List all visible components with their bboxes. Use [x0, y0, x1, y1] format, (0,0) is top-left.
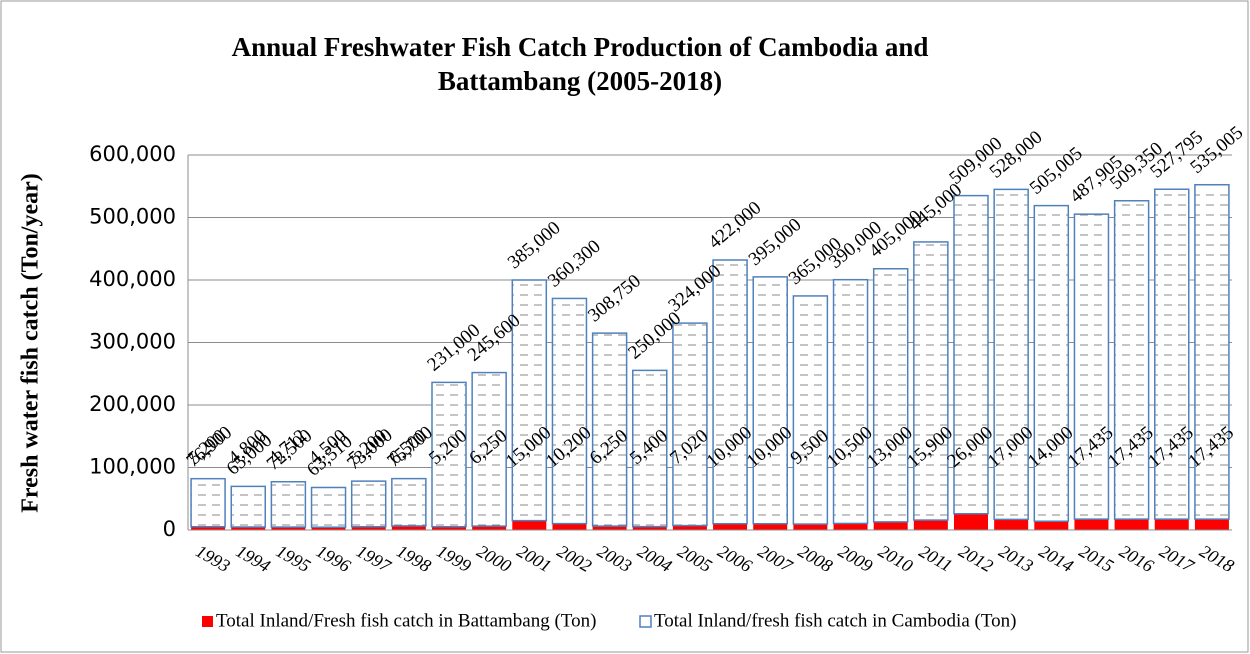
bar: [271, 527, 306, 530]
bar: [753, 523, 788, 530]
bar: [954, 513, 988, 530]
bar: [270, 480, 307, 528]
bar: [873, 521, 908, 530]
bar: [311, 527, 346, 530]
x-tick-label: 2004: [634, 541, 675, 576]
bar: [953, 194, 989, 515]
y-tick-label: 600,000: [89, 142, 176, 166]
bar: [512, 520, 547, 530]
bar: [190, 477, 226, 528]
bar: [793, 524, 828, 530]
bar: [1113, 200, 1150, 520]
bar: [1194, 519, 1229, 530]
bar: [752, 276, 788, 525]
x-tick-label: 1998: [393, 541, 434, 576]
x-tick-label: 2003: [594, 541, 635, 576]
bar: [230, 485, 266, 528]
x-tick-label: 1999: [433, 541, 474, 576]
bar: [632, 526, 667, 530]
y-tick-label: 0: [163, 517, 176, 541]
bar: [913, 241, 949, 521]
bar: [993, 188, 1029, 521]
bar: [310, 486, 347, 528]
bar: [350, 480, 387, 528]
x-tick-label: 2008: [795, 541, 836, 576]
x-tick-label: 2006: [714, 541, 755, 576]
bar: [1114, 519, 1149, 530]
bar: [1074, 519, 1109, 530]
bar: [792, 295, 829, 525]
legend-swatch: [639, 615, 652, 628]
x-tick-label: 1995: [273, 541, 314, 576]
bar: [552, 523, 587, 530]
bar: [1194, 183, 1230, 520]
bar: [1034, 521, 1069, 530]
chart-title: Annual Freshwater Fish Catch Production …: [231, 32, 929, 96]
bar: [713, 523, 748, 530]
y-tick-label: 300,000: [89, 330, 176, 354]
bar: [391, 525, 426, 530]
bar: [833, 523, 868, 530]
bar: [471, 371, 507, 527]
x-tick-label: 2009: [835, 541, 876, 576]
bar: [351, 526, 386, 530]
bar: [1154, 188, 1190, 520]
bar: [551, 297, 588, 525]
bar: [672, 525, 707, 530]
x-tick-label: 2001: [514, 541, 555, 576]
x-tick-label: 2016: [1116, 541, 1157, 576]
bar: [872, 268, 909, 523]
bar: [1033, 204, 1070, 522]
y-axis-label: Fresh water fish catch (Ton/year): [18, 173, 44, 513]
bar: [591, 332, 628, 527]
bar: [712, 259, 748, 525]
bar: [994, 519, 1029, 530]
x-tick-label: 1994: [233, 541, 274, 576]
x-tick-label: 2000: [474, 541, 515, 576]
x-tick-label: 2014: [1036, 541, 1077, 576]
bar: [1154, 519, 1189, 530]
legend-swatch: [202, 616, 213, 627]
x-tick-label: 2012: [955, 541, 996, 576]
y-tick-label: 200,000: [89, 392, 176, 416]
x-tick-label: 2011: [916, 541, 956, 576]
x-tick-label: 1993: [192, 541, 233, 576]
bar: [511, 279, 548, 522]
bar: [672, 322, 708, 527]
x-tick-label: 2015: [1076, 541, 1117, 576]
bar: [832, 278, 869, 525]
x-tick-label: 2018: [1196, 541, 1237, 576]
bar: [913, 520, 948, 530]
bar: [391, 477, 427, 527]
legend-label: Total Inland/Fresh fish catch in Battamb…: [216, 610, 596, 631]
x-tick-label: 2010: [875, 541, 916, 576]
bar: [472, 526, 507, 530]
x-tick-label: 1996: [313, 541, 354, 576]
data-label: 308,750: [584, 271, 645, 327]
y-tick-label: 500,000: [89, 205, 176, 229]
x-tick-label: 2002: [554, 541, 595, 576]
x-tick-label: 2013: [996, 541, 1037, 576]
bar: [231, 527, 266, 530]
bar: [431, 381, 467, 528]
bar: [632, 369, 668, 528]
x-tick-label: 1997: [353, 541, 395, 577]
y-tick-label: 400,000: [89, 267, 176, 291]
data-label: 360,300: [544, 236, 605, 292]
bar: [592, 526, 627, 530]
x-tick-label: 2007: [755, 541, 797, 577]
legend-label: Total Inland/fresh fish catch in Cambodi…: [654, 610, 1016, 631]
x-tick-label: 2005: [674, 541, 715, 576]
x-tick-label: 2017: [1156, 541, 1198, 577]
y-tick-label: 100,000: [89, 455, 176, 479]
bar: [1073, 213, 1110, 520]
bar: [191, 526, 226, 530]
bar: [432, 526, 466, 530]
